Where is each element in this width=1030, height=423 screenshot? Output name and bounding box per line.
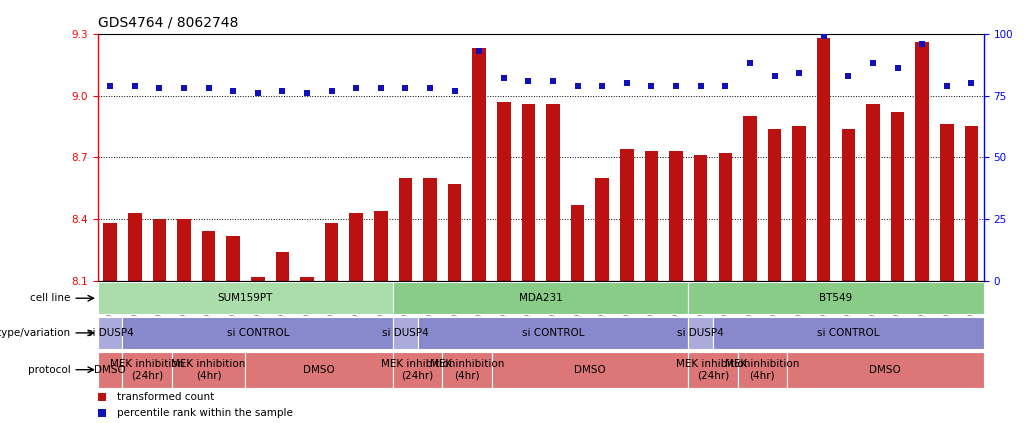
Bar	[866, 104, 880, 281]
Bar	[688, 317, 713, 349]
Bar	[442, 352, 491, 387]
Bar	[393, 282, 688, 314]
Bar	[916, 42, 929, 281]
Bar	[546, 104, 560, 281]
Text: transformed count: transformed count	[117, 392, 214, 402]
Bar	[98, 282, 393, 314]
Text: MEK inhibition
(24hr): MEK inhibition (24hr)	[110, 359, 184, 381]
Bar	[521, 104, 536, 281]
Text: MDA231: MDA231	[519, 293, 562, 303]
Text: MEK inhibition
(4hr): MEK inhibition (4hr)	[725, 359, 799, 381]
Bar	[172, 352, 245, 387]
Bar	[842, 129, 855, 281]
Text: MEK inhibition
(24hr): MEK inhibition (24hr)	[676, 359, 750, 381]
Bar	[423, 178, 437, 281]
Bar	[787, 352, 984, 387]
Bar	[891, 112, 904, 281]
Bar	[448, 184, 461, 281]
Bar	[719, 153, 732, 281]
Bar	[964, 126, 978, 281]
Text: SUM159PT: SUM159PT	[217, 293, 273, 303]
Bar	[103, 223, 117, 281]
Bar	[98, 352, 123, 387]
Text: cell line: cell line	[31, 293, 71, 303]
Bar	[645, 151, 658, 281]
Bar	[571, 205, 584, 281]
Bar	[227, 236, 240, 281]
Text: si CONTROL: si CONTROL	[522, 328, 584, 338]
Text: GDS4764 / 8062748: GDS4764 / 8062748	[98, 16, 238, 30]
Bar	[688, 352, 737, 387]
Bar	[767, 129, 782, 281]
Text: MEK inhibition
(4hr): MEK inhibition (4hr)	[171, 359, 246, 381]
Bar	[374, 211, 387, 281]
Text: BT549: BT549	[820, 293, 853, 303]
Bar	[940, 124, 954, 281]
Text: DMSO: DMSO	[95, 365, 126, 375]
Bar	[737, 352, 787, 387]
Bar	[491, 352, 688, 387]
Bar	[792, 126, 805, 281]
Text: si CONTROL: si CONTROL	[227, 328, 289, 338]
Text: DMSO: DMSO	[869, 365, 901, 375]
Bar	[98, 317, 123, 349]
Bar	[300, 277, 314, 281]
Text: DMSO: DMSO	[574, 365, 606, 375]
Bar	[497, 102, 511, 281]
Bar	[393, 317, 418, 349]
Text: si DUSP4: si DUSP4	[382, 328, 428, 338]
Bar	[123, 352, 172, 387]
Bar	[324, 223, 339, 281]
Bar	[817, 38, 830, 281]
Bar	[202, 231, 215, 281]
Text: si DUSP4: si DUSP4	[87, 328, 134, 338]
Bar	[713, 317, 984, 349]
Bar	[595, 178, 609, 281]
Bar	[245, 352, 393, 387]
Bar	[177, 219, 191, 281]
Bar	[128, 213, 141, 281]
Bar	[743, 116, 757, 281]
Bar	[152, 219, 166, 281]
Text: MEK inhibition
(4hr): MEK inhibition (4hr)	[430, 359, 504, 381]
Text: si DUSP4: si DUSP4	[678, 328, 724, 338]
Bar	[349, 213, 363, 281]
Bar	[399, 178, 412, 281]
Bar	[620, 149, 633, 281]
Bar	[688, 282, 984, 314]
Text: DMSO: DMSO	[304, 365, 335, 375]
Text: MEK inhibition
(24hr): MEK inhibition (24hr)	[380, 359, 455, 381]
Bar	[251, 277, 265, 281]
Bar	[473, 48, 486, 281]
Text: percentile rank within the sample: percentile rank within the sample	[117, 408, 294, 418]
Text: si CONTROL: si CONTROL	[817, 328, 880, 338]
Bar	[393, 352, 442, 387]
Text: genotype/variation: genotype/variation	[0, 328, 71, 338]
Bar	[694, 155, 708, 281]
Bar	[276, 252, 289, 281]
Bar	[123, 317, 393, 349]
Bar	[670, 151, 683, 281]
Bar	[418, 317, 688, 349]
Text: protocol: protocol	[28, 365, 71, 375]
